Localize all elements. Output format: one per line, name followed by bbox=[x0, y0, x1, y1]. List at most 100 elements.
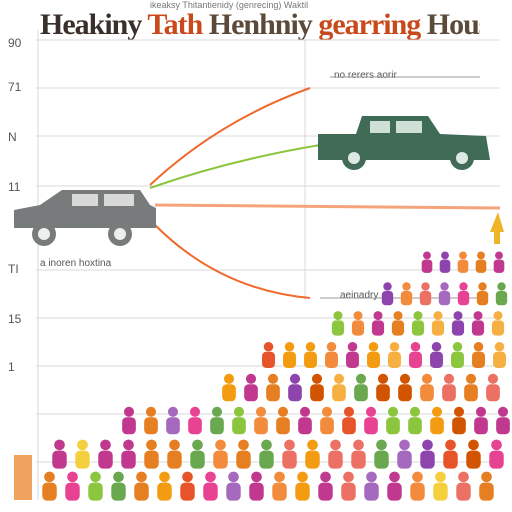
person-icon bbox=[386, 406, 400, 435]
annotation-right-mid: aeinadry bbox=[340, 290, 379, 301]
y-tick-label: 11 bbox=[8, 180, 21, 194]
person-icon bbox=[331, 311, 345, 336]
connector-line-peach bbox=[154, 203, 501, 210]
person-icon bbox=[157, 471, 172, 501]
person-icon bbox=[495, 282, 508, 306]
person-icon bbox=[471, 311, 485, 336]
top-caption: ikeaksy Thitantienidy (genrecing) Waktil bbox=[150, 0, 309, 10]
person-icon bbox=[98, 439, 113, 469]
person-icon bbox=[452, 406, 466, 435]
person-icon bbox=[167, 439, 182, 469]
person-icon bbox=[351, 311, 365, 336]
title-part-3: Henhniy bbox=[208, 8, 313, 41]
person-icon bbox=[493, 341, 506, 368]
person-icon bbox=[438, 282, 451, 306]
person-icon bbox=[259, 439, 274, 469]
annotation-left-row: a inoren hoxtina bbox=[40, 258, 112, 269]
person-icon bbox=[489, 439, 504, 469]
person-icon bbox=[466, 439, 481, 469]
connector-lines bbox=[149, 76, 501, 299]
person-icon bbox=[364, 406, 378, 435]
person-icon bbox=[421, 251, 433, 273]
car-icon bbox=[14, 190, 156, 246]
person-icon bbox=[451, 341, 464, 368]
person-icon bbox=[42, 471, 57, 501]
person-icon bbox=[341, 471, 356, 501]
connector-line-orange-bottom bbox=[154, 224, 311, 299]
person-icon bbox=[210, 406, 224, 435]
person-icon bbox=[244, 373, 258, 402]
person-icon bbox=[496, 406, 510, 435]
person-icon bbox=[493, 251, 505, 273]
person-icon bbox=[180, 471, 195, 501]
person-icon bbox=[397, 439, 412, 469]
person-icon bbox=[342, 406, 356, 435]
person-icon bbox=[332, 373, 346, 402]
person-icon bbox=[409, 341, 422, 368]
person-icon bbox=[213, 439, 228, 469]
person-icon bbox=[451, 311, 465, 336]
y-tick-label: 15 bbox=[8, 312, 22, 326]
person-icon bbox=[111, 471, 126, 501]
y-tick-label: 71 bbox=[8, 80, 22, 94]
person-icon bbox=[430, 341, 443, 368]
person-icon bbox=[88, 471, 103, 501]
y-tick-label: 90 bbox=[8, 36, 22, 50]
person-icon bbox=[376, 373, 390, 402]
arrow-icon bbox=[490, 212, 504, 244]
person-icon bbox=[166, 406, 180, 435]
person-icon bbox=[419, 282, 432, 306]
title-part-4: gearring bbox=[318, 8, 421, 41]
connector-line-orange-top bbox=[149, 87, 311, 186]
person-icon bbox=[190, 439, 205, 469]
person-icon bbox=[391, 311, 405, 336]
y-tick-label: 1 bbox=[8, 360, 15, 374]
person-icon bbox=[371, 311, 385, 336]
person-icon bbox=[222, 373, 236, 402]
person-icon bbox=[346, 341, 359, 368]
person-icon bbox=[351, 439, 366, 469]
person-icon bbox=[328, 439, 343, 469]
person-icon bbox=[203, 471, 218, 501]
person-icon bbox=[305, 439, 320, 469]
person-icon bbox=[410, 471, 425, 501]
person-icon bbox=[65, 471, 80, 501]
person-icon bbox=[354, 373, 368, 402]
annotation-right-top: no rerers aorir bbox=[334, 70, 397, 81]
title-part-1: Heakiny bbox=[40, 8, 142, 41]
title-part-5: Hous bbox=[426, 8, 480, 41]
person-icon bbox=[433, 471, 448, 501]
person-icon bbox=[298, 406, 312, 435]
person-icon bbox=[272, 471, 287, 501]
person-icon bbox=[254, 406, 268, 435]
person-icon bbox=[249, 471, 264, 501]
person-icon bbox=[411, 311, 425, 336]
person-icon bbox=[283, 341, 296, 368]
person-icon bbox=[479, 471, 494, 501]
person-icon bbox=[491, 311, 505, 336]
person-icon bbox=[226, 471, 241, 501]
person-icon bbox=[486, 373, 500, 402]
person-icon bbox=[295, 471, 310, 501]
person-icon bbox=[144, 406, 158, 435]
crowd-illustration bbox=[42, 251, 510, 501]
person-icon bbox=[456, 471, 471, 501]
person-icon bbox=[388, 341, 401, 368]
person-icon bbox=[475, 251, 487, 273]
person-icon bbox=[266, 373, 280, 402]
person-icon bbox=[236, 439, 251, 469]
person-icon bbox=[304, 341, 317, 368]
person-icon bbox=[121, 439, 136, 469]
person-icon bbox=[400, 282, 413, 306]
person-icon bbox=[262, 341, 275, 368]
person-icon bbox=[457, 282, 470, 306]
person-icon bbox=[374, 439, 389, 469]
chart-title: Heakiny Tath Henhniy gearring Hous bbox=[40, 8, 480, 42]
person-icon bbox=[232, 406, 246, 435]
person-icon bbox=[408, 406, 422, 435]
person-icon bbox=[276, 406, 290, 435]
person-icon bbox=[476, 282, 489, 306]
person-icon bbox=[320, 406, 334, 435]
person-icon bbox=[325, 341, 338, 368]
